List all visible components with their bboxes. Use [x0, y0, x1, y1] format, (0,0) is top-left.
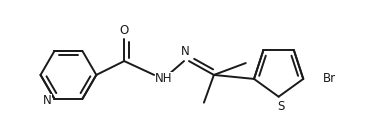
Text: NH: NH [155, 72, 173, 85]
Text: Br: Br [323, 72, 336, 85]
Text: S: S [277, 100, 284, 113]
Text: O: O [120, 24, 129, 37]
Text: N: N [43, 94, 52, 107]
Text: N: N [180, 45, 189, 58]
